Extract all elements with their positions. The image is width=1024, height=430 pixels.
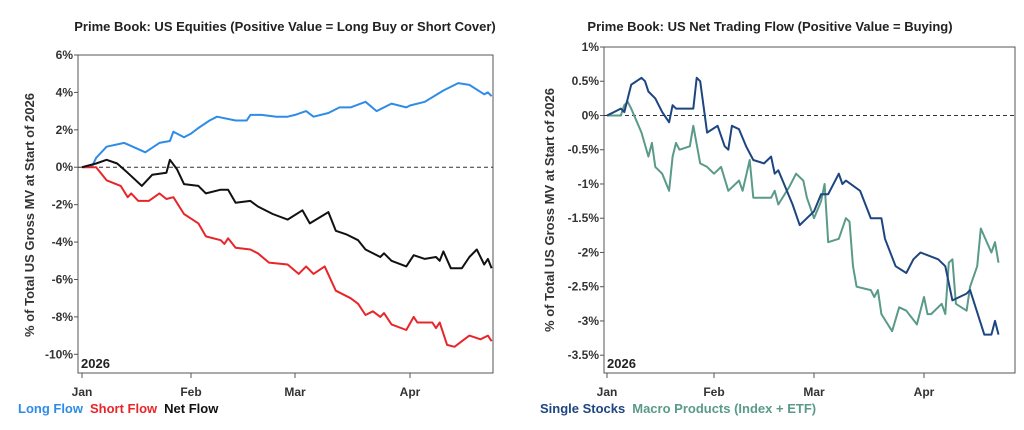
x-tick-label: Apr — [400, 385, 421, 399]
left-chart-equities: Prime Book: US Equities (Positive Value … — [18, 19, 496, 416]
y-tick-label: -10% — [45, 347, 73, 361]
legend-item: Single Stocks — [540, 401, 625, 416]
series-line-single-stocks — [606, 76, 1000, 336]
series-line-long-flow — [81, 82, 493, 169]
y-tick-label: 2% — [56, 123, 74, 137]
x-tick-label: Mar — [284, 385, 306, 399]
legend-item: Long Flow — [18, 401, 84, 416]
x-tick-label: Jan — [597, 385, 618, 399]
plot-area-frame — [603, 46, 1016, 374]
y-tick-label: -6% — [52, 272, 74, 286]
y-tick-label: -1.5% — [568, 211, 600, 225]
legend-item: Short Flow — [90, 401, 158, 416]
series-line-short-flow — [82, 166, 493, 348]
y-tick-label: -8% — [52, 310, 74, 324]
y-tick-label: -2.5% — [568, 280, 600, 294]
x-tick-label: Feb — [180, 385, 201, 399]
series-line-net-flow — [81, 158, 493, 270]
y-tick-label: 6% — [56, 48, 74, 62]
x-tick-label: Feb — [703, 385, 724, 399]
series-line-macro-products-index-etf — [607, 100, 1000, 333]
y-tick-label: -1% — [578, 177, 600, 191]
y-tick-label: -3% — [578, 314, 600, 328]
chart-title: Prime Book: US Equities (Positive Value … — [74, 19, 496, 34]
y-tick-label: -0.5% — [568, 143, 600, 157]
y-tick-label: 0% — [582, 108, 600, 122]
x-tick-label: Apr — [914, 385, 935, 399]
legend-item: Macro Products (Index + ETF) — [632, 401, 816, 416]
y-tick-label: -3.5% — [568, 348, 600, 362]
y-tick-label: -2% — [52, 198, 74, 212]
plot-area-frame — [77, 54, 494, 374]
y-tick-label: 4% — [56, 85, 74, 99]
y-tick-label: 0.5% — [572, 74, 600, 88]
legend-item: Net Flow — [164, 401, 219, 416]
right-chart-net-trading-flow: Prime Book: US Net Trading Flow (Positiv… — [540, 19, 1016, 416]
year-label: 2026 — [607, 356, 636, 371]
x-tick-label: Jan — [72, 385, 93, 399]
x-tick-label: Mar — [803, 385, 825, 399]
y-tick-label: -4% — [52, 235, 74, 249]
y-axis-label: % of Total US Gross MV at Start of 2026 — [22, 93, 37, 337]
y-tick-label: -2% — [578, 245, 600, 259]
y-tick-label: 1% — [582, 40, 600, 54]
year-label: 2026 — [81, 356, 110, 371]
chart-title: Prime Book: US Net Trading Flow (Positiv… — [587, 19, 952, 34]
y-axis-label: % of Total US Gross MV at Start of 2026 — [542, 88, 557, 332]
y-tick-label: 0% — [56, 160, 74, 174]
